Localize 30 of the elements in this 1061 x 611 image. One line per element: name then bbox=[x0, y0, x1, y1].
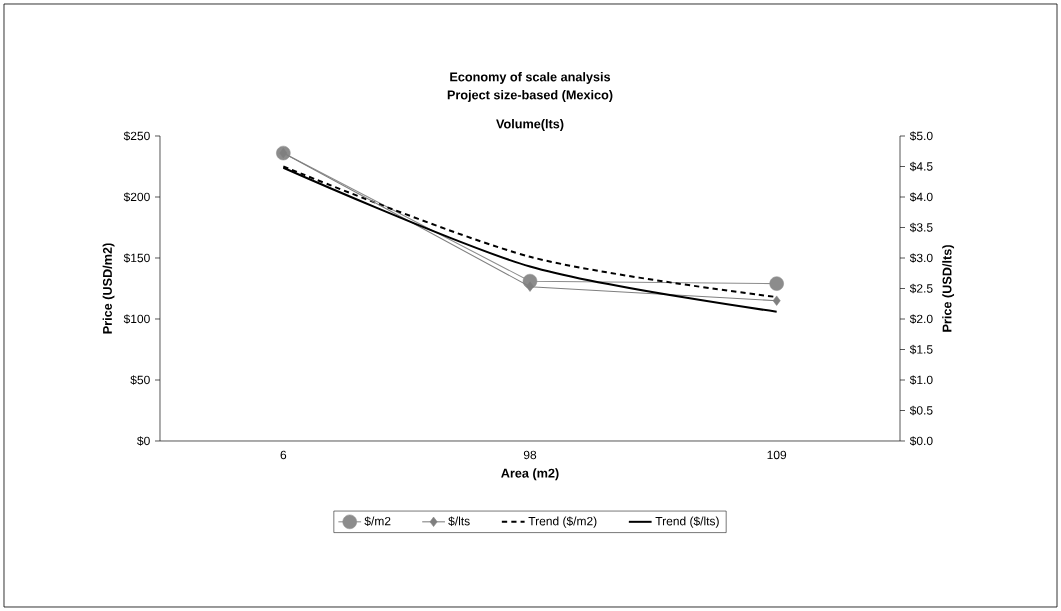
legend-label: $/lts bbox=[448, 516, 470, 527]
y-tick-label: $150 bbox=[123, 253, 150, 263]
y-tick-label: $200 bbox=[123, 192, 150, 202]
y-tick-label: $50 bbox=[130, 375, 150, 385]
y2-tick-label: $3.5 bbox=[909, 222, 933, 233]
y2-tick-label: $0.0 bbox=[909, 436, 933, 446]
y2-tick-label: $1.0 bbox=[909, 375, 933, 385]
legend-label: Trend ($/m2) bbox=[528, 516, 597, 528]
x-tick-label: 109 bbox=[767, 450, 787, 460]
y2-tick-label: $0.5 bbox=[909, 405, 933, 416]
y-tick-label: $0 bbox=[137, 436, 150, 446]
y2-tick-label: $2.5 bbox=[909, 283, 933, 294]
y2-tick-label: $3.0 bbox=[909, 253, 933, 263]
x-axis-title: Area (m2) bbox=[501, 468, 559, 481]
y-axis-title: Price (USD/m2) bbox=[102, 243, 115, 334]
y2-axis-title: Price (USD/lts) bbox=[942, 245, 955, 332]
y2-tick-label: $1.5 bbox=[909, 344, 933, 355]
y2-tick-label: $2.0 bbox=[909, 314, 933, 324]
x-tick-label: 6 bbox=[280, 450, 287, 460]
legend-label: $/m2 bbox=[364, 516, 391, 527]
chart-subtitle: Project size-based (Mexico) bbox=[447, 90, 613, 102]
text: Volume(lts) bbox=[496, 119, 564, 131]
y-tick-label: $100 bbox=[123, 314, 150, 324]
x-tick-label: 98 bbox=[523, 450, 537, 460]
y2-tick-label: $4.5 bbox=[909, 161, 933, 172]
y-tick-label: $250 bbox=[123, 131, 150, 141]
y2-tick-label: $4.0 bbox=[909, 192, 933, 202]
legend-label: Trend ($/lts) bbox=[655, 516, 719, 528]
y2-tick-label: $5.0 bbox=[909, 131, 933, 141]
chart-title: Economy of scale analysis bbox=[450, 72, 611, 84]
